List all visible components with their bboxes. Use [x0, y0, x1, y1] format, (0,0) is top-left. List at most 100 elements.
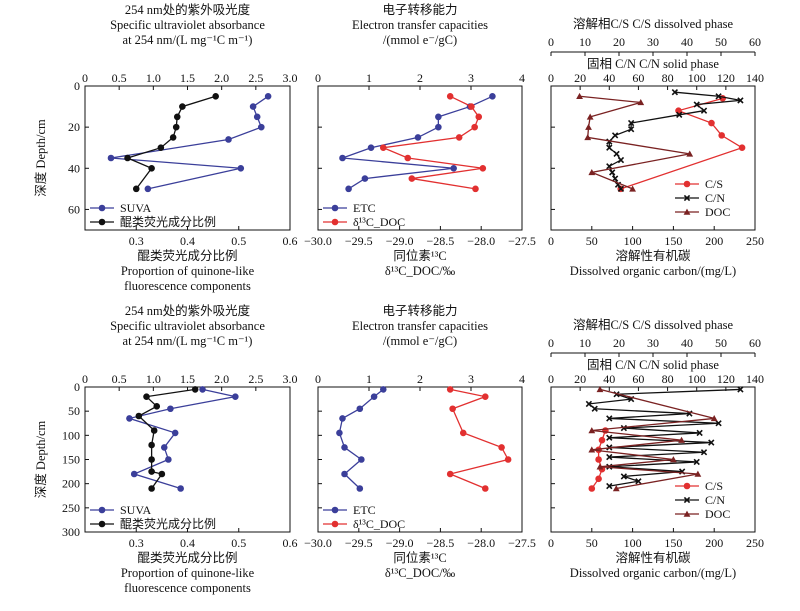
data-point [472, 185, 479, 193]
data-point [212, 92, 219, 100]
top-tick-label: 1 [366, 372, 372, 386]
top-tick-label: 2 [417, 372, 423, 386]
cn-tick-label: 20 [574, 372, 586, 386]
data-point [676, 111, 683, 118]
top-tick-label: 0 [548, 336, 554, 350]
data-point [446, 92, 454, 100]
legend-label: DOC [705, 507, 730, 521]
data-point [143, 393, 150, 400]
top-tick-label: 2.5 [248, 372, 263, 386]
y-tick-label: 40 [68, 161, 80, 175]
data-point [671, 89, 679, 96]
legend-marker [683, 482, 691, 490]
bottom-tick-label: 0.3 [129, 234, 144, 248]
legend-marker [331, 520, 339, 528]
top-tick-label: 2 [417, 71, 423, 85]
data-point [144, 185, 152, 193]
panel-title: Electron transfer capacities [352, 18, 488, 32]
series-0 [126, 386, 239, 492]
data-point [339, 154, 346, 162]
series-2 [576, 92, 694, 192]
top-tick-label: 10 [579, 336, 591, 350]
plot-frame [317, 386, 523, 533]
legend-label: 醌类荧光成分比例 [120, 517, 216, 531]
data-point [611, 175, 619, 182]
bottom-tick-label: −29.0 [386, 536, 414, 550]
data-point [475, 113, 483, 121]
legend-marker [98, 520, 106, 528]
data-point [694, 470, 702, 477]
data-point [635, 478, 642, 485]
data-point [585, 400, 593, 408]
data-point [504, 456, 512, 463]
data-point [588, 485, 596, 492]
data-point [148, 456, 155, 463]
data-point [586, 113, 594, 120]
legend-label: SUVA [120, 201, 151, 215]
panel-bottom-etc-d13c: 0 1 2 3 4 −30.0 −29.5 −29.0 −28.5 −28.0 −27.5 电子转移能… [304, 303, 536, 580]
cn-tick-label: 140 [746, 372, 764, 386]
y-tick-label: 100 [62, 428, 80, 442]
top-tick-label: 2.0 [214, 71, 229, 85]
data-point [598, 436, 606, 444]
data-point [596, 463, 604, 470]
data-point [450, 164, 457, 172]
data-point [708, 439, 715, 446]
series-line [608, 91, 741, 190]
panel-title: Specific ultraviolet absorbance [110, 319, 265, 333]
top-tick-label: 0.5 [112, 372, 127, 386]
legend-marker [331, 506, 339, 514]
data-point [356, 405, 364, 413]
bottom-tick-label: −29.0 [386, 234, 414, 248]
y-tick-label: 60 [68, 202, 80, 216]
panel-title: Specific ultraviolet absorbance [110, 18, 265, 32]
top-tick-label: 20 [613, 35, 625, 49]
cn-tick-label: 80 [662, 372, 674, 386]
top-tick-label: 2.0 [214, 372, 229, 386]
top-tick-label: 3.0 [283, 372, 298, 386]
series-2 [588, 386, 718, 492]
data-point [173, 113, 181, 121]
data-point [158, 470, 166, 478]
cn-tick-label: 120 [717, 372, 735, 386]
top-tick-label: 0 [548, 35, 554, 49]
data-point [606, 163, 613, 170]
data-point [341, 470, 348, 478]
data-point [179, 103, 186, 110]
top-tick-label: 40 [681, 35, 693, 49]
series-1 [446, 386, 512, 492]
bottom-tick-label: 0 [548, 536, 554, 550]
data-point [678, 436, 685, 443]
cn-tick-label: 100 [688, 372, 706, 386]
y-tick-label: 250 [62, 501, 80, 515]
panel-title: /(mmol e⁻/gC) [383, 33, 457, 47]
data-point [258, 123, 265, 131]
legend-label: δ¹³C_DOC [353, 517, 405, 531]
data-point [449, 405, 456, 413]
top-tick-label: 0.5 [112, 71, 127, 85]
bottom-axis-label: fluorescence components [124, 279, 251, 293]
cn-tick-label: 60 [632, 372, 644, 386]
data-point [606, 415, 613, 422]
data-point [708, 119, 715, 127]
data-point [253, 113, 261, 121]
top-tick-label: 4 [519, 71, 525, 85]
data-point [132, 185, 140, 193]
data-point [339, 415, 346, 422]
top-tick-label: 40 [681, 336, 693, 350]
y-axis-label: 深度 Depth/cm [33, 421, 48, 499]
bottom-axis-label: 醌类荧光成分比例 [137, 551, 237, 565]
panel-title: 254 nm处的紫外吸光度 [125, 2, 251, 17]
data-point [613, 150, 620, 158]
data-point [148, 441, 155, 449]
series-line [342, 95, 493, 190]
data-point [584, 134, 592, 141]
bottom-axis-label: δ¹³C_DOC/‰ [385, 264, 456, 278]
bottom-tick-label: −29.5 [345, 536, 373, 550]
data-point [617, 156, 625, 164]
cn-tick-label: 120 [717, 71, 735, 85]
data-point [620, 473, 628, 480]
plot-frame [550, 85, 756, 231]
top-tick-label: 0 [315, 372, 321, 386]
series-0 [107, 92, 272, 193]
